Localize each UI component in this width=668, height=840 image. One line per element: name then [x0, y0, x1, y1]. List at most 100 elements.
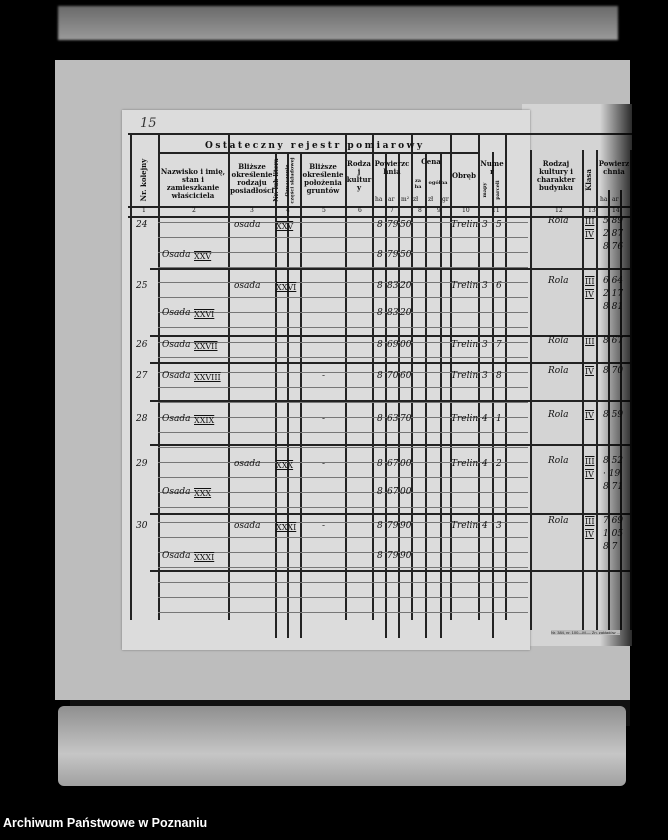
- owner-name: Osada: [162, 250, 191, 260]
- area-value: 8 70: [603, 366, 624, 376]
- column-number: 14: [612, 207, 620, 214]
- area-m2: 00: [400, 459, 412, 469]
- grid-row-line: [528, 400, 632, 402]
- unit-label: m²: [401, 196, 410, 203]
- location-mark: -: [322, 371, 326, 381]
- grid-row-line: [528, 444, 632, 446]
- column-header-owner: Nazwisko i imię, stan i zamieszkanie wła…: [160, 167, 226, 200]
- column-number: 4: [286, 207, 290, 214]
- area-value: 7 69: [603, 516, 624, 526]
- area-m2: 00: [400, 487, 412, 497]
- grid-column-line: [582, 150, 584, 630]
- area-value: 5 89: [603, 216, 624, 226]
- column-number: 1: [142, 207, 146, 214]
- location-mark: -: [322, 414, 326, 424]
- film-edge-bottom: [58, 706, 626, 786]
- map-number: 3: [482, 220, 488, 230]
- owner-number: XXX: [194, 489, 212, 498]
- part-number: XXX: [276, 461, 294, 470]
- owner-name: Osada: [162, 340, 191, 350]
- grid-row-line: [158, 462, 528, 463]
- district: Trelin: [451, 414, 479, 424]
- area-ar: 83: [387, 308, 399, 318]
- owner-name: Osada: [162, 551, 191, 561]
- area-ha: 8: [377, 521, 383, 531]
- property-type: osada: [234, 281, 261, 291]
- grid-row-line: [150, 362, 528, 364]
- grid-row-line: [158, 222, 528, 223]
- grid-row-line: [158, 522, 528, 523]
- owner-number: XXIX: [194, 416, 215, 425]
- column-number: 9: [437, 207, 441, 214]
- location-mark: -: [322, 521, 326, 531]
- area-m2: 70: [400, 414, 412, 424]
- grid-row-line: [128, 133, 528, 135]
- soil-class: III: [585, 457, 595, 466]
- grid-row-line: [150, 513, 528, 515]
- unit-label: zł: [413, 196, 419, 203]
- row-number: 28: [136, 414, 148, 424]
- unit-label: ha: [375, 196, 383, 203]
- grid-column-line: [478, 134, 480, 620]
- parcel-number: 8: [496, 371, 502, 381]
- grid-row-line: [528, 133, 632, 135]
- owner-name: Osada: [162, 487, 191, 497]
- grid-column-line: [505, 134, 507, 620]
- unit-label: ar: [388, 196, 395, 203]
- grid-row-line: [158, 582, 528, 583]
- owner-name: Osada: [162, 308, 191, 318]
- grid-column-line: [275, 152, 277, 638]
- area-value: 8 71: [603, 482, 624, 492]
- grid-column-line: [158, 134, 160, 620]
- grid-column-line: [411, 134, 413, 620]
- grid-row-line: [150, 570, 528, 572]
- area-value: 2 17: [603, 289, 624, 299]
- area-ha: 8: [377, 371, 383, 381]
- unit-label: mapy: [482, 182, 488, 198]
- area-ar: 83: [387, 281, 399, 291]
- column-number: 3: [250, 207, 254, 214]
- grid-column-line: [492, 152, 494, 638]
- row-number: 30: [136, 521, 148, 531]
- grid-row-line: [158, 372, 528, 373]
- column-header-class: Klasa: [584, 169, 593, 191]
- grid-column-line: [345, 134, 347, 620]
- grid-column-line: [385, 152, 387, 638]
- area-ha: 8: [377, 414, 383, 424]
- column-number: 12: [555, 207, 563, 214]
- area-ar: 67: [387, 459, 399, 469]
- column-header-nr: Nr. kolejny: [139, 158, 148, 202]
- grid-row-line: [158, 552, 528, 553]
- parcel-number: 6: [496, 281, 502, 291]
- owner-number: XXVI: [194, 310, 215, 319]
- grid-row-line: [528, 335, 632, 337]
- column-number: 7: [390, 207, 394, 214]
- soil-class: IV: [585, 367, 594, 376]
- district: Trelin: [451, 371, 479, 381]
- owner-number: XXVIII: [194, 373, 221, 382]
- grid-row-line: [158, 537, 528, 538]
- grid-row-line: [150, 268, 528, 270]
- area-m2: 50: [400, 220, 412, 230]
- area-ha: 8: [377, 220, 383, 230]
- grid-row-line: [528, 570, 632, 572]
- area-ha: 8: [377, 250, 383, 260]
- grid-row-line: [528, 216, 632, 218]
- grid-row-line: [528, 268, 632, 270]
- grid-column-line: [596, 150, 598, 630]
- grid-row-line: [158, 417, 528, 418]
- grid-row-line: [158, 267, 528, 268]
- row-number: 27: [136, 371, 148, 381]
- film-edge-top: [58, 6, 618, 40]
- area-m2: 20: [400, 308, 412, 318]
- grid-column-line: [372, 134, 374, 620]
- culture-type: Rola: [548, 366, 569, 376]
- soil-class: IV: [585, 470, 594, 479]
- area-value: 8 76: [603, 242, 624, 252]
- grid-row-line: [158, 612, 528, 613]
- map-number: 4: [482, 521, 488, 531]
- map-number: 4: [482, 459, 488, 469]
- parcel-number: 2: [496, 459, 502, 469]
- owner-name: Osada: [162, 371, 191, 381]
- soil-class: III: [585, 277, 595, 286]
